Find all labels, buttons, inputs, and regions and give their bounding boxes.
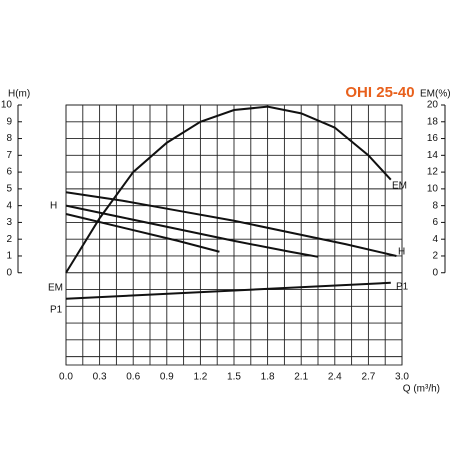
chart-title: OHI 25-40 [345,84,414,101]
curve [65,281,391,300]
x-tick-label: 1.8 [261,372,275,383]
y-axis-title: H(m) [8,89,30,100]
y-tick-label: 6 [6,167,12,178]
y-tick-label: 1 [6,251,12,262]
y-tick-label: 2 [6,234,12,245]
x-tick-label: 2.7 [361,372,375,383]
x-tick-label: 0.0 [59,372,73,383]
x-tick-label: 0.9 [160,372,174,383]
y-tick-label: 0 [6,267,12,278]
y2-tick-label: 2 [432,251,438,262]
y2-tick-label: 12 [427,167,439,178]
x-tick-label: 0.3 [93,372,107,383]
x-tick-label: 1.2 [193,372,207,383]
series-label: P1 [396,282,409,293]
x-tick-label: 2.1 [294,372,308,383]
series-label: P1 [50,305,63,316]
x-axis-title: Q (m³/h) [403,384,440,395]
y2-axis-title: EM(%) [420,89,451,100]
curve [65,105,392,274]
x-tick-label: 2.4 [328,372,342,383]
series-label: EM [48,283,63,294]
y2-tick-label: 18 [427,116,439,127]
y-tick-label: 10 [1,100,13,111]
y2-tick-label: 16 [427,133,439,144]
y2-tick-label: 14 [427,150,439,161]
y2-tick-label: 0 [432,267,438,278]
y-tick-label: 5 [6,184,12,195]
series-label: H [50,201,57,212]
y2-tick-label: 20 [427,100,439,111]
y2-tick-label: 6 [432,217,438,228]
x-tick-label: 3.0 [395,372,409,383]
y-tick-label: 3 [6,217,12,228]
y2-tick-label: 8 [432,200,438,211]
y-tick-label: 7 [6,150,12,161]
y-tick-label: 4 [6,200,12,211]
y-tick-label: 8 [6,133,12,144]
curve [65,213,220,253]
y2-tick-label: 4 [432,234,438,245]
curve [65,204,319,258]
y2-tick-label: 10 [427,184,439,195]
y-tick-label: 9 [6,116,12,127]
x-tick-label: 1.5 [227,372,241,383]
series-label: EM [392,181,407,192]
series-label: H [398,247,405,258]
x-tick-label: 0.6 [126,372,140,383]
curve [65,191,397,257]
